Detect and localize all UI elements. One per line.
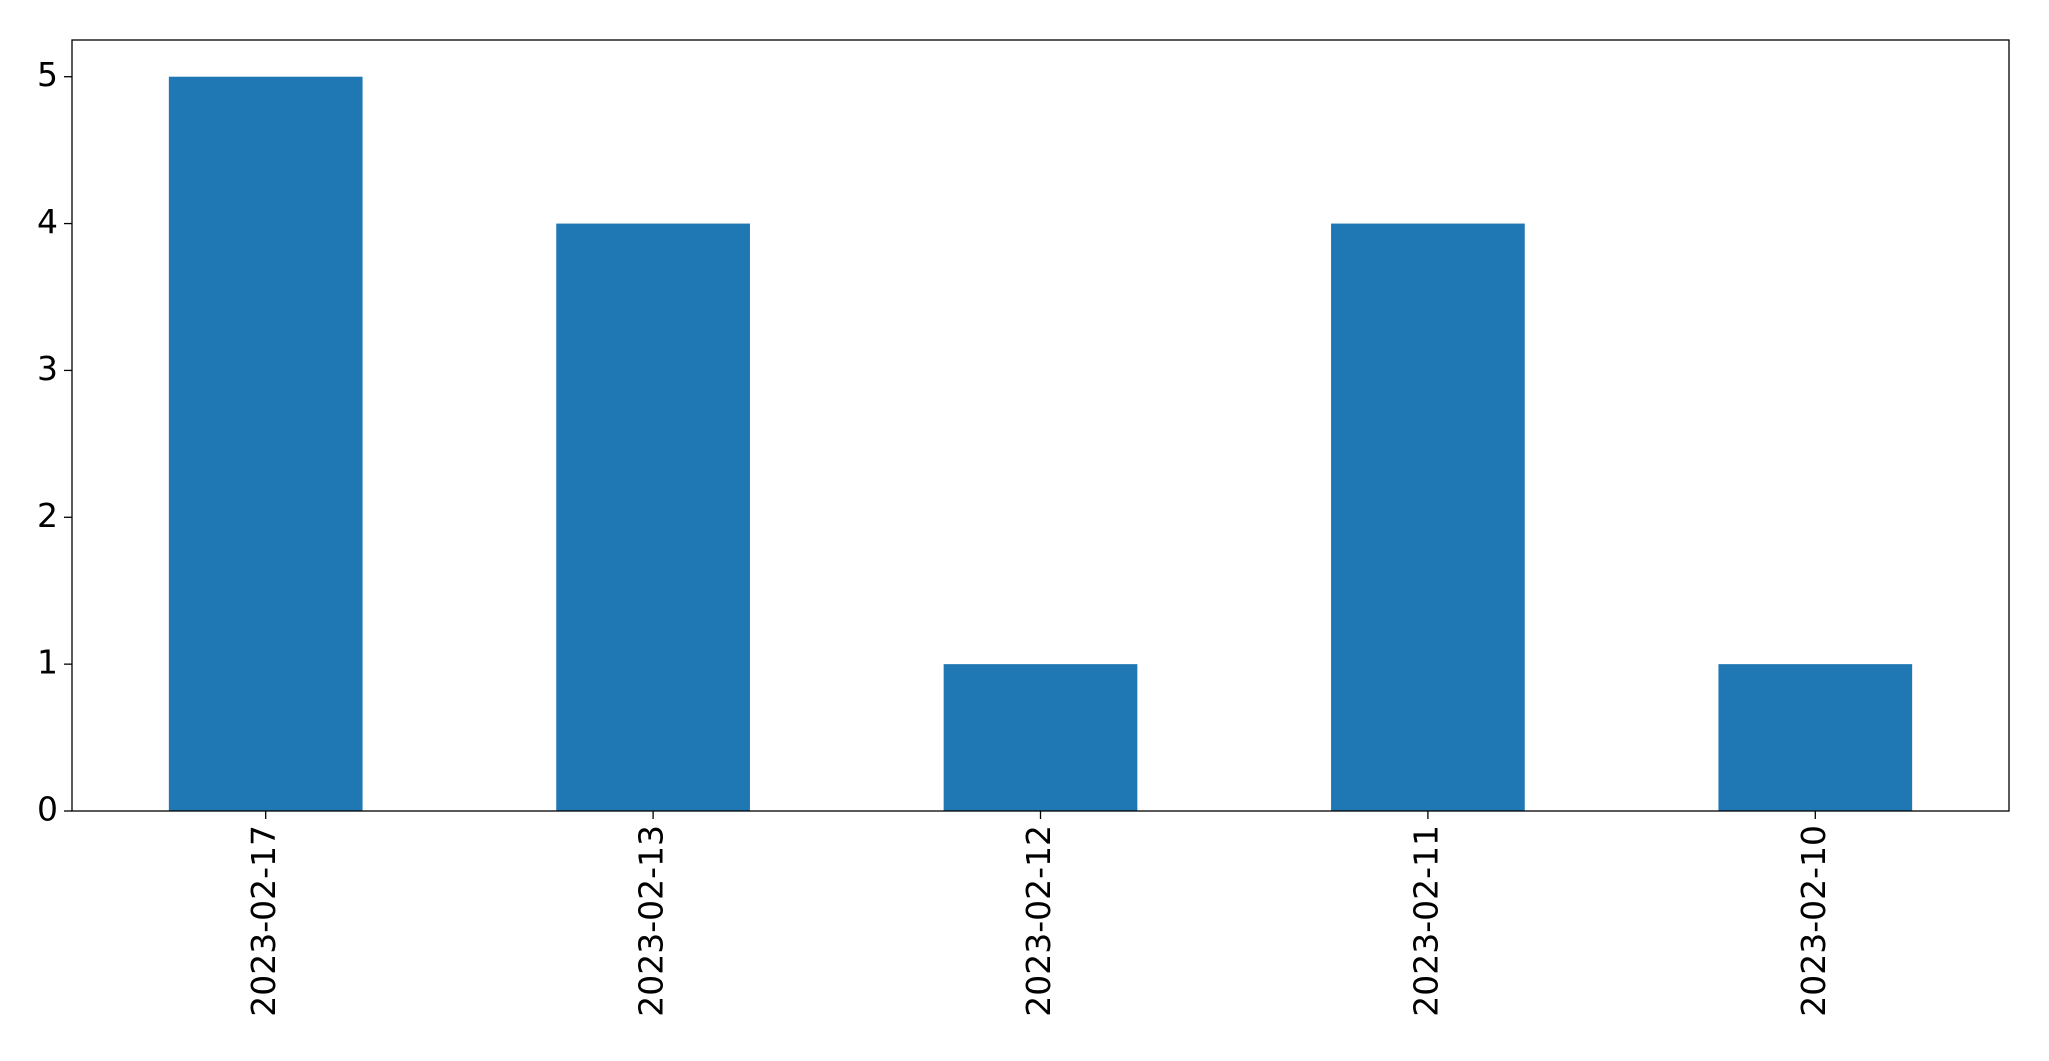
bar (168, 76, 363, 811)
plot-frame (71, 39, 2010, 812)
bar (556, 223, 750, 812)
y-tick-label: 5 (37, 55, 58, 94)
x-tick-label: 2023-02-17 (244, 825, 283, 1017)
y-tick-label: 1 (37, 643, 58, 682)
x-tick-label: 2023-02-10 (1794, 825, 1833, 1017)
y-tick-label: 3 (37, 349, 58, 388)
y-tick-label: 2 (37, 496, 58, 535)
x-tick-label: 2023-02-12 (1019, 825, 1058, 1017)
bar (1718, 664, 1913, 811)
bar (943, 664, 1138, 811)
bar (1331, 223, 1525, 812)
y-tick-label: 0 (37, 790, 58, 829)
y-tick-label: 4 (37, 202, 58, 241)
x-tick-label: 2023-02-11 (1406, 825, 1445, 1017)
x-tick-label: 2023-02-13 (632, 825, 671, 1017)
